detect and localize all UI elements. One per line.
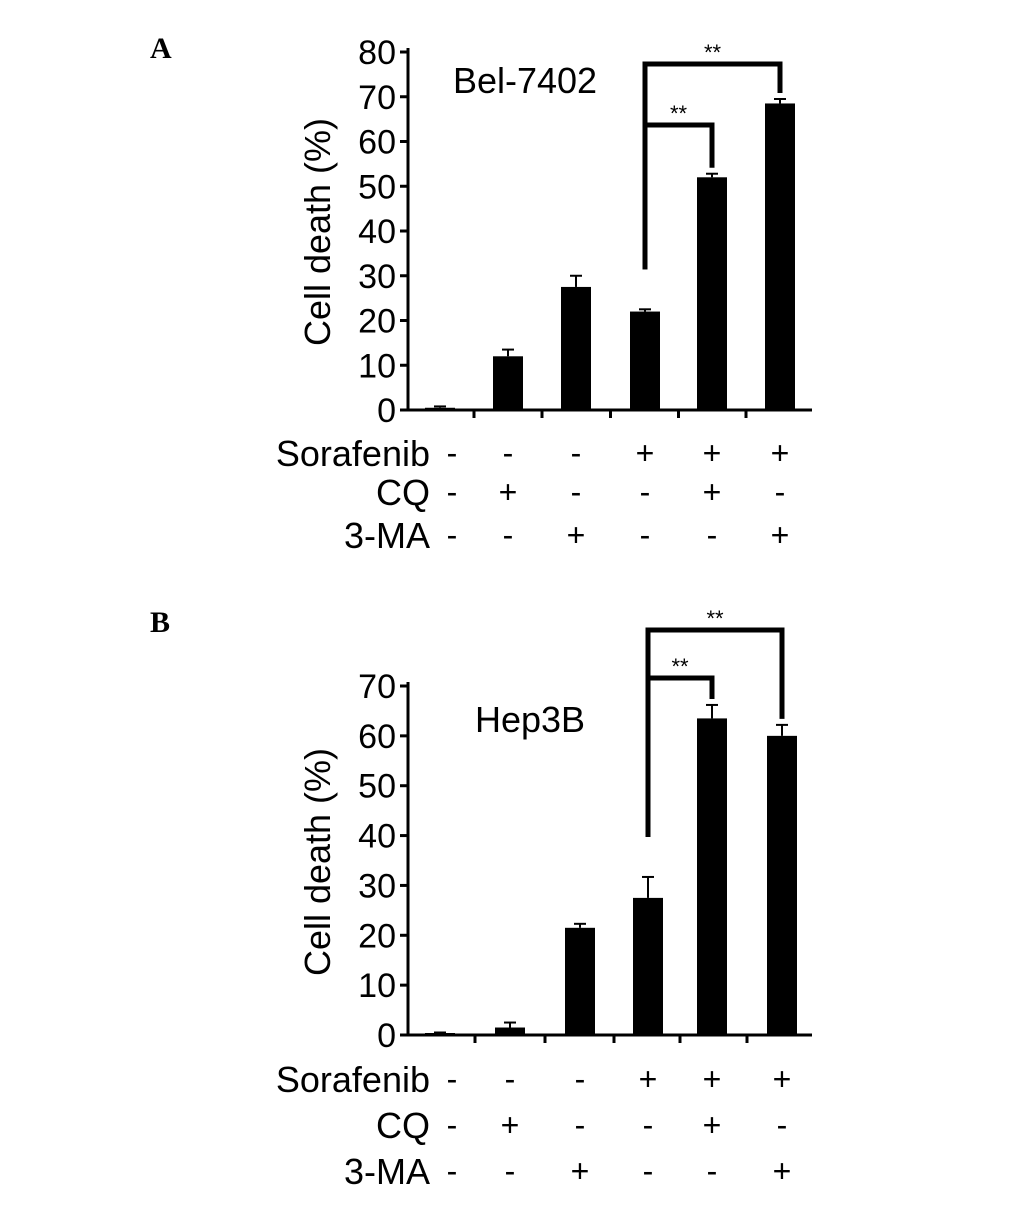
- treatment-label: CQ: [376, 1105, 430, 1146]
- treatment-sign: -: [503, 517, 514, 553]
- significance-bracket: [645, 627, 785, 837]
- treatment-label: Sorafenib: [276, 1059, 430, 1100]
- treatment-sign: -: [447, 435, 458, 471]
- y-tick-label: 30: [358, 867, 396, 905]
- treatment-sign: -: [643, 1107, 654, 1143]
- treatment-sign: -: [505, 1061, 516, 1097]
- bar: [633, 897, 663, 1035]
- significance-marker: **: [706, 606, 724, 631]
- treatment-sign: -: [447, 1153, 458, 1189]
- treatment-label: Sorafenib: [276, 433, 430, 474]
- treatment-sign: -: [640, 517, 651, 553]
- y-tick-label: 70: [358, 79, 396, 117]
- treatment-sign: -: [447, 517, 458, 553]
- y-tick-label: 50: [358, 768, 396, 806]
- y-tick-label: 60: [358, 718, 396, 756]
- treatment-sign: -: [640, 474, 651, 510]
- treatment-sign: -: [707, 517, 718, 553]
- y-tick-label: 20: [358, 303, 396, 341]
- treatment-sign: -: [775, 474, 786, 510]
- y-axis-label: Cell death (%): [297, 118, 338, 346]
- bar: [765, 103, 795, 411]
- treatment-label: 3-MA: [344, 515, 430, 556]
- y-tick-label: 30: [358, 258, 396, 296]
- panel-title: Hep3B: [475, 699, 585, 740]
- treatment-sign: +: [639, 1061, 658, 1097]
- treatment-sign: +: [773, 1153, 792, 1189]
- significance-marker: **: [704, 40, 722, 65]
- treatment-sign: +: [703, 474, 722, 510]
- treatment-sign: +: [703, 1107, 722, 1143]
- bar: [565, 927, 595, 1035]
- y-tick-label: 0: [377, 1017, 396, 1055]
- treatment-label: CQ: [376, 472, 430, 513]
- treatment-sign: -: [505, 1153, 516, 1189]
- treatment-sign: +: [636, 435, 655, 471]
- treatment-sign: -: [503, 435, 514, 471]
- y-tick-label: 10: [358, 967, 396, 1005]
- panel-title: Bel-7402: [453, 60, 597, 101]
- bar: [493, 356, 523, 410]
- treatment-sign: -: [707, 1153, 718, 1189]
- treatment-sign: +: [771, 435, 790, 471]
- significance-marker: **: [671, 654, 689, 679]
- significance-bracket: [642, 61, 783, 270]
- treatment-sign: -: [571, 474, 582, 510]
- bar: [425, 407, 455, 410]
- treatment-sign: -: [447, 1107, 458, 1143]
- treatment-sign: +: [499, 474, 518, 510]
- treatment-sign: -: [447, 474, 458, 510]
- treatment-sign: -: [575, 1107, 586, 1143]
- bar: [561, 286, 591, 410]
- bar: [697, 718, 727, 1035]
- y-tick-label: 40: [358, 213, 396, 251]
- y-axis-label: Cell death (%): [297, 748, 338, 976]
- treatment-sign: +: [771, 517, 790, 553]
- panel-letter: A: [150, 32, 172, 65]
- treatment-sign: -: [643, 1153, 654, 1189]
- y-tick-label: 80: [358, 34, 396, 72]
- bar: [495, 1027, 525, 1035]
- y-tick-label: 70: [358, 668, 396, 706]
- y-tick-label: 50: [358, 168, 396, 206]
- bar: [697, 177, 727, 410]
- y-tick-label: 0: [377, 392, 396, 430]
- bar: [630, 311, 660, 410]
- y-tick-label: 40: [358, 818, 396, 856]
- treatment-sign: +: [567, 517, 586, 553]
- treatment-sign: -: [571, 435, 582, 471]
- significance-marker: **: [670, 101, 688, 126]
- treatment-sign: -: [777, 1107, 788, 1143]
- treatment-sign: +: [703, 435, 722, 471]
- y-tick-label: 10: [358, 347, 396, 385]
- bar: [767, 735, 797, 1035]
- treatment-sign: +: [501, 1107, 520, 1143]
- bar: [425, 1033, 455, 1035]
- panel-letter: B: [150, 606, 170, 639]
- treatment-sign: +: [773, 1061, 792, 1097]
- y-tick-label: 20: [358, 917, 396, 955]
- treatment-sign: +: [571, 1153, 590, 1189]
- y-tick-label: 60: [358, 124, 396, 162]
- treatment-label: 3-MA: [344, 1151, 430, 1192]
- treatment-sign: +: [703, 1061, 722, 1097]
- treatment-sign: -: [447, 1061, 458, 1097]
- treatment-sign: -: [575, 1061, 586, 1097]
